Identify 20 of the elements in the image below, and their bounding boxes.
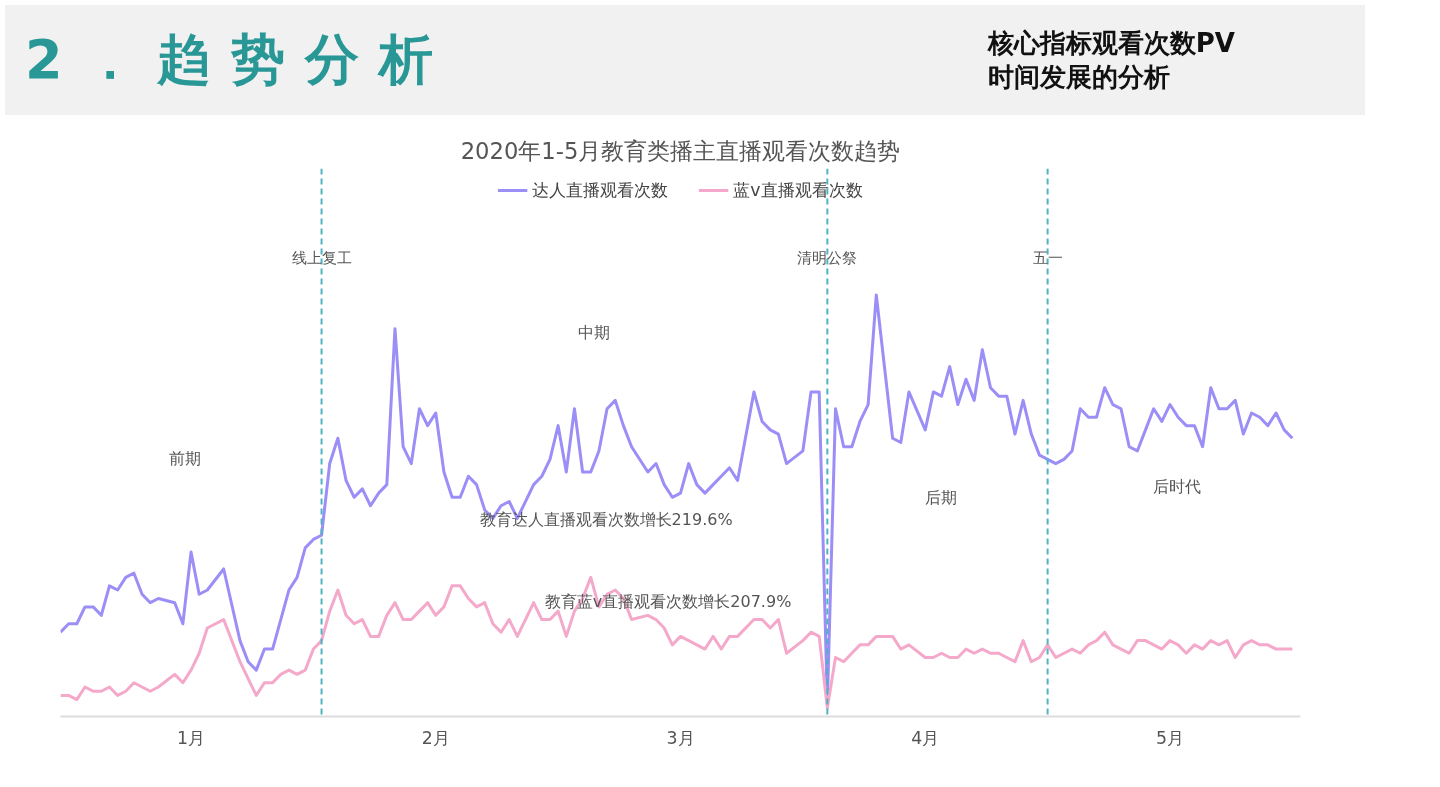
- legend-label: 蓝v直播观看次数: [733, 179, 863, 202]
- annotation: 中期: [577, 323, 610, 343]
- text: 时间发展的分析: [987, 62, 1170, 92]
- ref-line-label: 线上复工: [291, 249, 352, 267]
- annotation: 后期: [924, 487, 957, 507]
- legend-label: 达人直播观看次数: [532, 179, 669, 202]
- ref-line-label: 五一: [1032, 249, 1063, 267]
- annotation: 教育蓝v直播观看次数增长207.9%: [544, 591, 792, 611]
- text: 核心指标观看次数PV: [987, 28, 1235, 58]
- x-tick-label: 2月: [421, 727, 450, 748]
- x-tick-label: 3月: [666, 727, 695, 748]
- annotation: 后时代: [1152, 476, 1201, 496]
- x-tick-label: 4月: [911, 727, 940, 748]
- annotation: 教育达人直播观看次数增长219.6%: [479, 509, 733, 529]
- x-tick-label: 1月: [177, 727, 206, 748]
- annotation: 前期: [168, 449, 201, 469]
- text: 2．趋势分析: [24, 27, 453, 94]
- x-tick-label: 5月: [1155, 727, 1184, 748]
- ref-line-label: 清明公祭: [797, 249, 858, 267]
- chart-title: 2020年1-5月教育类播主直播观看次数趋势: [460, 137, 901, 164]
